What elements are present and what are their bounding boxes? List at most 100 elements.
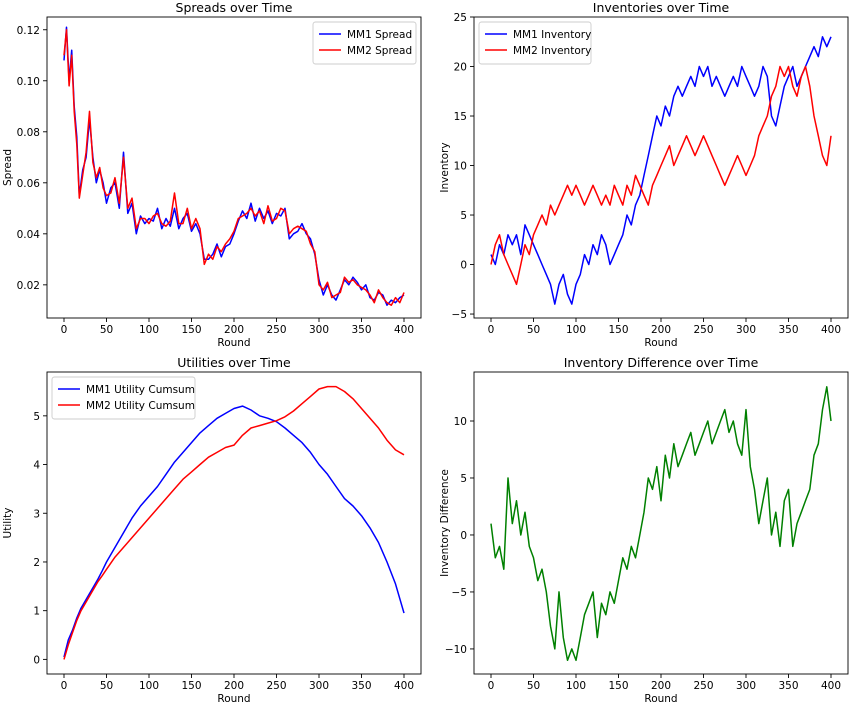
y-tick-label: 0.02 <box>17 280 40 292</box>
x-tick-label: 100 <box>139 680 159 692</box>
y-axis-label: Inventory <box>439 142 451 192</box>
x-tick-label: 50 <box>100 680 113 692</box>
y-tick-label: 2 <box>33 557 40 569</box>
chart-title: Spreads over Time <box>176 0 293 15</box>
legend: MM1 Inventory MM2 Inventory <box>478 21 592 65</box>
y-tick-label: 0.12 <box>17 25 40 37</box>
x-tick-label: 350 <box>351 324 371 336</box>
chart-panel-4: 0 50 100 150 200 250 300 350 400 −10 −5 0 5 10 Invento… <box>439 355 849 705</box>
chart-panel-3: 0 50 100 150 200 250 300 350 400 0 1 2 3 4 5 Utilities … <box>2 355 422 705</box>
x-tick-label: 200 <box>224 324 244 336</box>
y-tick-label: 5 <box>460 210 467 222</box>
y-tick-label: 15 <box>454 111 467 123</box>
y-tick-label: 0.06 <box>17 178 41 190</box>
series-line-2 <box>490 65 832 286</box>
legend-box <box>312 21 417 65</box>
y-axis-label: Inventory Difference <box>439 469 451 577</box>
x-tick-label: 250 <box>266 324 286 336</box>
series-line-1 <box>63 26 405 306</box>
chart-title: Inventory Difference over Time <box>564 355 759 370</box>
y-tick-label: 0 <box>460 260 467 272</box>
x-tick-label: 100 <box>139 324 159 336</box>
legend-box <box>478 21 592 65</box>
y-tick-label: 4 <box>33 460 40 472</box>
x-tick-label: 150 <box>181 680 201 692</box>
x-tick-label: 150 <box>608 324 628 336</box>
series-line-1 <box>490 386 832 662</box>
x-axis-label: Round <box>644 337 677 349</box>
plot-area <box>63 26 405 306</box>
x-tick-label: 300 <box>736 680 756 692</box>
legend-label: MM2 Utility Cumsum <box>86 400 195 412</box>
y-tick-label: 5 <box>460 473 467 485</box>
chart-panel-1: 0 50 100 150 200 250 300 350 400 0.02 0.04 0.06 0.08… <box>2 0 422 349</box>
x-tick-label: 250 <box>693 680 713 692</box>
y-tick-label: 0 <box>33 654 40 666</box>
y-tick-label: 0.04 <box>17 229 41 241</box>
x-tick-label: 0 <box>61 324 68 336</box>
series-line-1 <box>63 405 405 658</box>
x-tick-label: 400 <box>394 680 414 692</box>
legend-label: MM1 Spread <box>347 29 412 41</box>
y-tick-label: −10 <box>445 644 467 656</box>
y-tick-label: 10 <box>454 416 467 428</box>
x-tick-label: 400 <box>821 680 841 692</box>
x-axis-label: Round <box>217 337 250 349</box>
y-tick-label: 0.10 <box>17 76 40 88</box>
y-tick-label: 1 <box>33 606 40 618</box>
y-axis-label: Utility <box>2 508 14 539</box>
y-tick-label: 0.08 <box>17 127 40 139</box>
x-axis-label: Round <box>217 693 250 705</box>
y-tick-label: −5 <box>452 587 467 599</box>
x-tick-label: 100 <box>566 680 586 692</box>
x-tick-label: 300 <box>736 324 756 336</box>
x-tick-label: 200 <box>651 324 671 336</box>
legend-label: MM1 Inventory <box>513 29 591 41</box>
y-tick-label: 0 <box>460 530 467 542</box>
legend: MM1 Utility Cumsum MM2 Utility Cumsum <box>51 376 196 420</box>
x-tick-label: 100 <box>566 324 586 336</box>
x-tick-label: 150 <box>608 680 628 692</box>
x-tick-label: 400 <box>394 324 414 336</box>
x-tick-label: 350 <box>351 680 371 692</box>
plot-area <box>490 386 832 662</box>
plot-area <box>63 385 405 660</box>
x-tick-label: 250 <box>693 324 713 336</box>
y-tick-label: 5 <box>33 411 40 423</box>
series-line-2 <box>63 385 405 660</box>
x-tick-label: 200 <box>224 680 244 692</box>
legend-label: MM2 Spread <box>347 45 412 57</box>
x-tick-label: 200 <box>651 680 671 692</box>
y-tick-label: 10 <box>454 161 467 173</box>
x-tick-label: 150 <box>181 324 201 336</box>
y-axis-label: Spread <box>2 149 14 186</box>
y-tick-label: 3 <box>33 508 40 520</box>
axes-frame <box>473 371 849 675</box>
legend-label: MM2 Inventory <box>513 45 591 57</box>
legend: MM1 Spread MM2 Spread <box>312 21 417 65</box>
x-tick-label: 50 <box>527 680 540 692</box>
series-line-1 <box>490 36 832 305</box>
chart-title: Utilities over Time <box>177 355 291 370</box>
x-tick-label: 250 <box>266 680 286 692</box>
y-tick-label: 25 <box>454 12 467 24</box>
x-tick-label: 350 <box>778 324 798 336</box>
x-tick-label: 0 <box>488 324 495 336</box>
x-tick-label: 0 <box>488 680 495 692</box>
chart-title: Inventories over Time <box>593 0 730 15</box>
x-tick-label: 300 <box>309 680 329 692</box>
y-tick-label: −5 <box>452 309 467 321</box>
y-tick-label: 20 <box>454 62 467 74</box>
x-tick-label: 300 <box>309 324 329 336</box>
series-line-2 <box>63 29 405 306</box>
plot-area <box>490 36 832 305</box>
x-tick-label: 400 <box>821 324 841 336</box>
legend-label: MM1 Utility Cumsum <box>86 384 195 396</box>
x-tick-label: 350 <box>778 680 798 692</box>
x-tick-label: 0 <box>61 680 68 692</box>
x-axis-label: Round <box>644 693 677 705</box>
legend-box <box>51 376 196 420</box>
x-tick-label: 50 <box>527 324 540 336</box>
x-tick-label: 50 <box>100 324 113 336</box>
